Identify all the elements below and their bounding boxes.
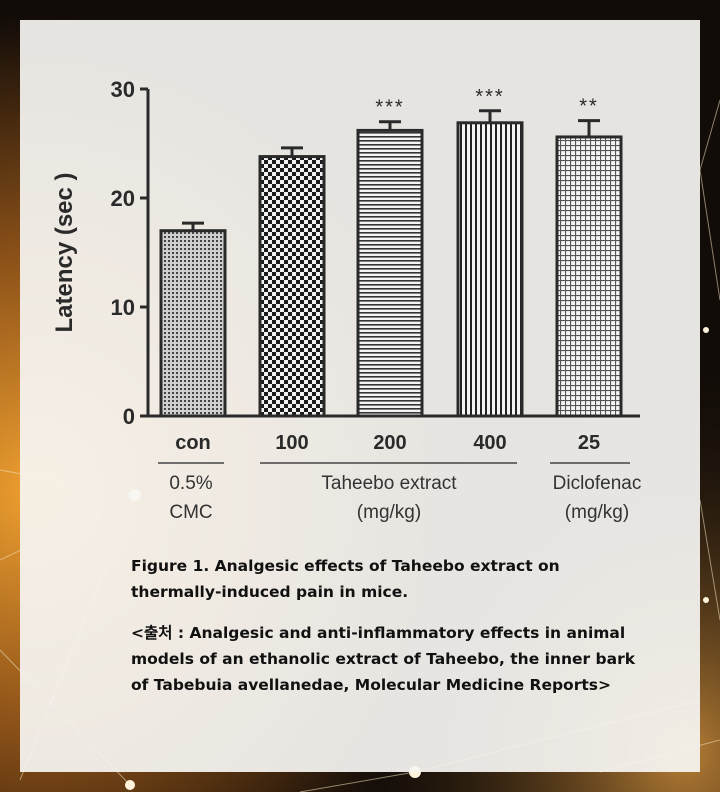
group-label-line1: Diclofenac [553,473,642,494]
y-axis-label: Latency (sec ) [51,172,78,332]
group-label-line2: (mg/kg) [565,502,629,523]
group-label-line1: 0.5% [169,473,212,494]
bar-400 [456,121,524,418]
x-tick-label: 25 [578,432,600,454]
significance-marker: ** [579,96,599,118]
significance-marker: *** [375,97,404,119]
source-caption: <출처 : Analgesic and anti-inflammatory ef… [131,624,636,694]
y-tick-label: 10 [111,295,135,320]
x-tick-label: 400 [473,432,506,454]
bar-200 [356,128,424,418]
bar-chart: 0 10 20 30 Latency (sec ) con 100 *** 200 *** 400 *… [51,77,642,523]
y-tick-label: 20 [111,186,135,211]
y-tick-label: 30 [111,77,135,102]
significance-marker: *** [475,86,504,108]
y-tick-label: 0 [123,404,135,429]
group-label-line2: (mg/kg) [357,502,421,523]
group-label-line2: CMC [169,502,212,523]
bar-100 [258,155,326,418]
x-tick-label: 100 [275,432,308,454]
x-tick-label: con [175,432,211,454]
figure-caption: Figure 1. Analgesic effects of Taheebo e… [131,557,560,601]
group-label-line1: Taheebo extract [321,473,457,494]
x-tick-label: 200 [373,432,406,454]
bar-con [159,229,227,418]
bar-25 [555,135,623,418]
